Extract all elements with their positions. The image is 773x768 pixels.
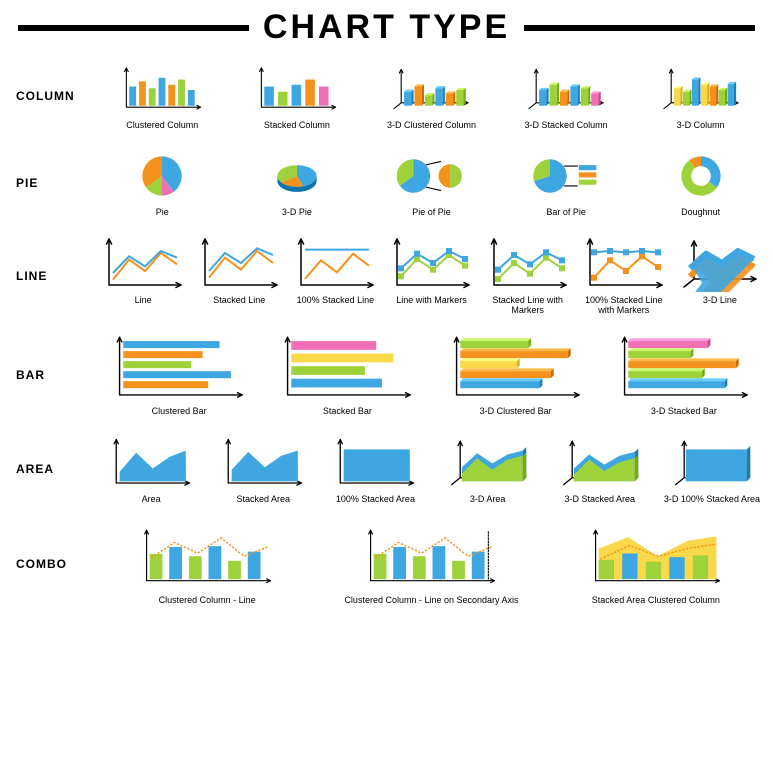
chart-column-stacked: Stacked Column	[235, 61, 360, 130]
caption: 100% Stacked Line with Markers	[581, 295, 667, 316]
row-column: COLUMN Clustered Column Stacked Column 3-D …	[10, 61, 763, 130]
row-label-combo: COMBO	[10, 557, 100, 571]
page-header: CHART TYPE	[0, 0, 773, 61]
caption: Bar of Pie	[546, 207, 586, 217]
chart-area-3d-100stacked: 3-D 100% Stacked Area	[661, 435, 763, 504]
page-title: CHART TYPE	[263, 8, 510, 47]
chart-bar-of-pie: Bar of Pie	[504, 148, 629, 217]
caption: Pie of Pie	[412, 207, 451, 217]
caption: Pie	[156, 207, 169, 217]
header-rule-right	[524, 25, 755, 31]
caption: Clustered Column - Line on Secondary Axi…	[344, 595, 518, 605]
row-area: AREA Area Stacked Area 100% Stacked Area 3-D…	[10, 435, 763, 504]
caption: 3-D Stacked Column	[525, 120, 608, 130]
caption: 3-D 100% Stacked Area	[664, 494, 760, 504]
chart-bar-3d-clustered: 3-D Clustered Bar	[437, 333, 595, 416]
caption: Stacked Area	[236, 494, 290, 504]
caption: Stacked Line	[213, 295, 265, 305]
caption: 3-D Stacked Area	[565, 494, 636, 504]
caption: Stacked Area Clustered Column	[592, 595, 720, 605]
chart-line-stacked: Stacked Line	[196, 236, 282, 316]
caption: 3-D Stacked Bar	[651, 406, 717, 416]
caption: 100% Stacked Line	[297, 295, 375, 305]
chart-combo-col-line: Clustered Column - Line	[100, 522, 314, 605]
chart-area-100stacked: 100% Stacked Area	[324, 435, 426, 504]
row-label-column: COLUMN	[10, 89, 100, 103]
row-pie: PIE Pie 3-D Pie Pie of Pie Bar of Pie Doughnu…	[10, 148, 763, 217]
row-label-bar: BAR	[10, 368, 100, 382]
row-label-area: AREA	[10, 462, 100, 476]
caption: 100% Stacked Area	[336, 494, 415, 504]
chart-column-3d-stacked: 3-D Stacked Column	[504, 61, 629, 130]
chart-pie: Pie	[100, 148, 225, 217]
chart-area: Area	[100, 435, 202, 504]
row-combo: COMBO Clustered Column - Line Clustered Co…	[10, 522, 763, 605]
caption: 3-D Line	[703, 295, 737, 305]
chart-line-100stacked-markers: 100% Stacked Line with Markers	[581, 236, 667, 316]
caption: Doughnut	[681, 207, 720, 217]
caption: Area	[142, 494, 161, 504]
chart-line-stacked-markers: Stacked Line with Markers	[485, 236, 571, 316]
caption: Stacked Bar	[323, 406, 372, 416]
chart-bar-clustered: Clustered Bar	[100, 333, 258, 416]
chart-pie-of-pie: Pie of Pie	[369, 148, 494, 217]
chart-line-100stacked: 100% Stacked Line	[292, 236, 378, 316]
caption: Line with Markers	[396, 295, 467, 305]
chart-combo-area-col: Stacked Area Clustered Column	[549, 522, 763, 605]
chart-line-markers: Line with Markers	[388, 236, 474, 316]
chart-combo-col-line-2ax: Clustered Column - Line on Secondary Axi…	[324, 522, 538, 605]
row-label-pie: PIE	[10, 176, 100, 190]
caption: 3-D Column	[677, 120, 725, 130]
chart-column-clustered: Clustered Column	[100, 61, 225, 130]
caption: Clustered Column - Line	[159, 595, 256, 605]
caption: 3-D Clustered Column	[387, 120, 476, 130]
chart-grid: COLUMN Clustered Column Stacked Column 3-D …	[0, 61, 773, 639]
row-label-line: LINE	[10, 269, 100, 283]
caption: Clustered Column	[126, 120, 198, 130]
chart-column-3d-clustered: 3-D Clustered Column	[369, 61, 494, 130]
header-rule-left	[18, 25, 249, 31]
chart-area-stacked: Stacked Area	[212, 435, 314, 504]
chart-bar-stacked: Stacked Bar	[268, 333, 426, 416]
caption: Stacked Line with Markers	[485, 295, 571, 316]
chart-bar-3d-stacked: 3-D Stacked Bar	[605, 333, 763, 416]
chart-doughnut: Doughnut	[638, 148, 763, 217]
caption: 3-D Area	[470, 494, 506, 504]
chart-pie-3d: 3-D Pie	[235, 148, 360, 217]
caption: 3-D Pie	[282, 207, 312, 217]
row-bar: BAR Clustered Bar Stacked Bar 3-D Clustered…	[10, 333, 763, 416]
caption: Line	[135, 295, 152, 305]
chart-area-3d: 3-D Area	[437, 435, 539, 504]
caption: Clustered Bar	[152, 406, 207, 416]
caption: Stacked Column	[264, 120, 330, 130]
chart-area-3d-stacked: 3-D Stacked Area	[549, 435, 651, 504]
caption: 3-D Clustered Bar	[480, 406, 552, 416]
row-line: LINE Line Stacked Line 100% Stacked Line Lin…	[10, 236, 763, 316]
chart-line-3d: 3-D Line	[677, 236, 763, 316]
chart-column-3d: 3-D Column	[638, 61, 763, 130]
chart-line: Line	[100, 236, 186, 316]
